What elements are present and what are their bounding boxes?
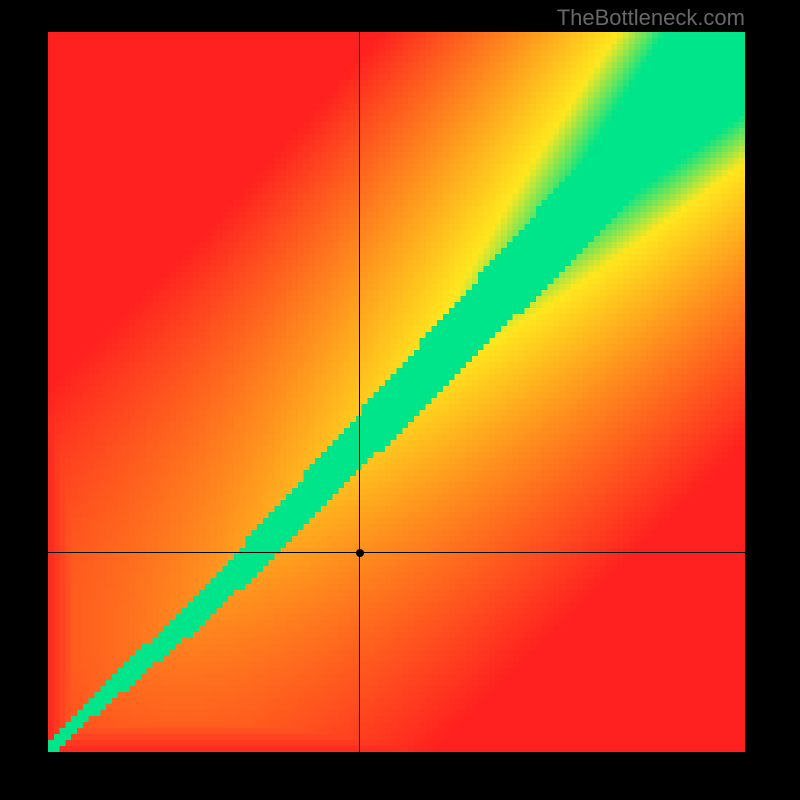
chart-frame: TheBottleneck.com — [0, 0, 800, 800]
crosshair-dot — [356, 549, 364, 557]
watermark-text: TheBottleneck.com — [557, 5, 745, 31]
crosshair-horizontal — [48, 552, 745, 553]
crosshair-vertical — [359, 32, 360, 752]
bottleneck-heatmap — [48, 32, 745, 752]
